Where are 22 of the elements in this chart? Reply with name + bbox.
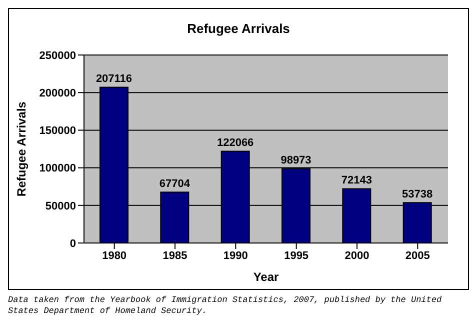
y-tick-label: 100000 [39,162,76,175]
y-tick-label: 0 [70,238,76,250]
x-tick-label: 1985 [162,250,188,262]
data-label: 98973 [280,154,312,167]
y-tick-label: 200000 [39,88,76,100]
x-tick-label: 1995 [284,250,309,262]
x-tick-label: 2005 [405,250,430,262]
y-tick-label: 250000 [39,50,76,62]
x-tick-label: 1990 [223,250,248,262]
y-tick-label: 150000 [39,125,76,138]
data-label: 53738 [402,188,433,201]
x-axis-title: Year [253,270,280,284]
y-tick-label: 50000 [45,200,76,212]
text: Data taken from the Yearbook of Immigration Statistics, 2007, published by the United States Department of Homeland Security. [8,295,443,317]
x-tick-label: 1980 [102,250,127,262]
y-axis-title: Refugee Arrivals [14,101,28,196]
data-label: 67704 [159,178,191,190]
data-label: 72143 [341,174,372,187]
data-label: 122066 [216,137,254,150]
data-label: 207116 [96,73,132,86]
x-tick-label: 2000 [344,250,370,262]
chart-title: Refugee Arrivals [186,21,291,36]
